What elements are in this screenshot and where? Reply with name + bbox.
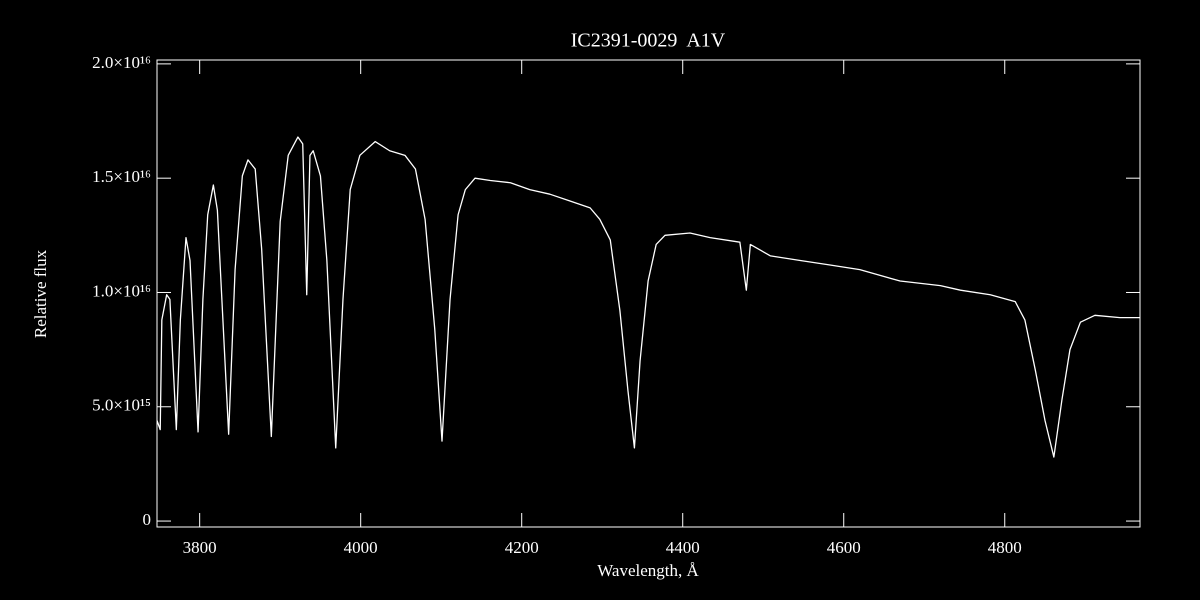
y-tick-label: 1.0×10¹⁶ <box>92 281 151 300</box>
y-tick-label: 2.0×10¹⁶ <box>92 53 151 72</box>
x-tick-label: 4000 <box>344 538 378 557</box>
chart-title: IC2391-0029 A1V <box>571 30 726 52</box>
x-tick-label: 3800 <box>183 538 217 557</box>
x-tick-label: 4200 <box>505 538 539 557</box>
x-axis-label: Wavelength, Å <box>597 561 699 580</box>
spectrum-line <box>156 136 1140 458</box>
y-tick-label: 0 <box>143 510 152 529</box>
y-tick-label: 5.0×10¹⁵ <box>92 396 151 415</box>
y-tick-label: 1.5×10¹⁶ <box>92 167 151 186</box>
x-tick-label: 4400 <box>666 538 700 557</box>
y-axis-label: Relative flux <box>31 249 50 338</box>
plot-frame <box>156 59 1141 528</box>
x-tick-label: 4600 <box>827 538 861 557</box>
x-tick-label: 4800 <box>988 538 1022 557</box>
